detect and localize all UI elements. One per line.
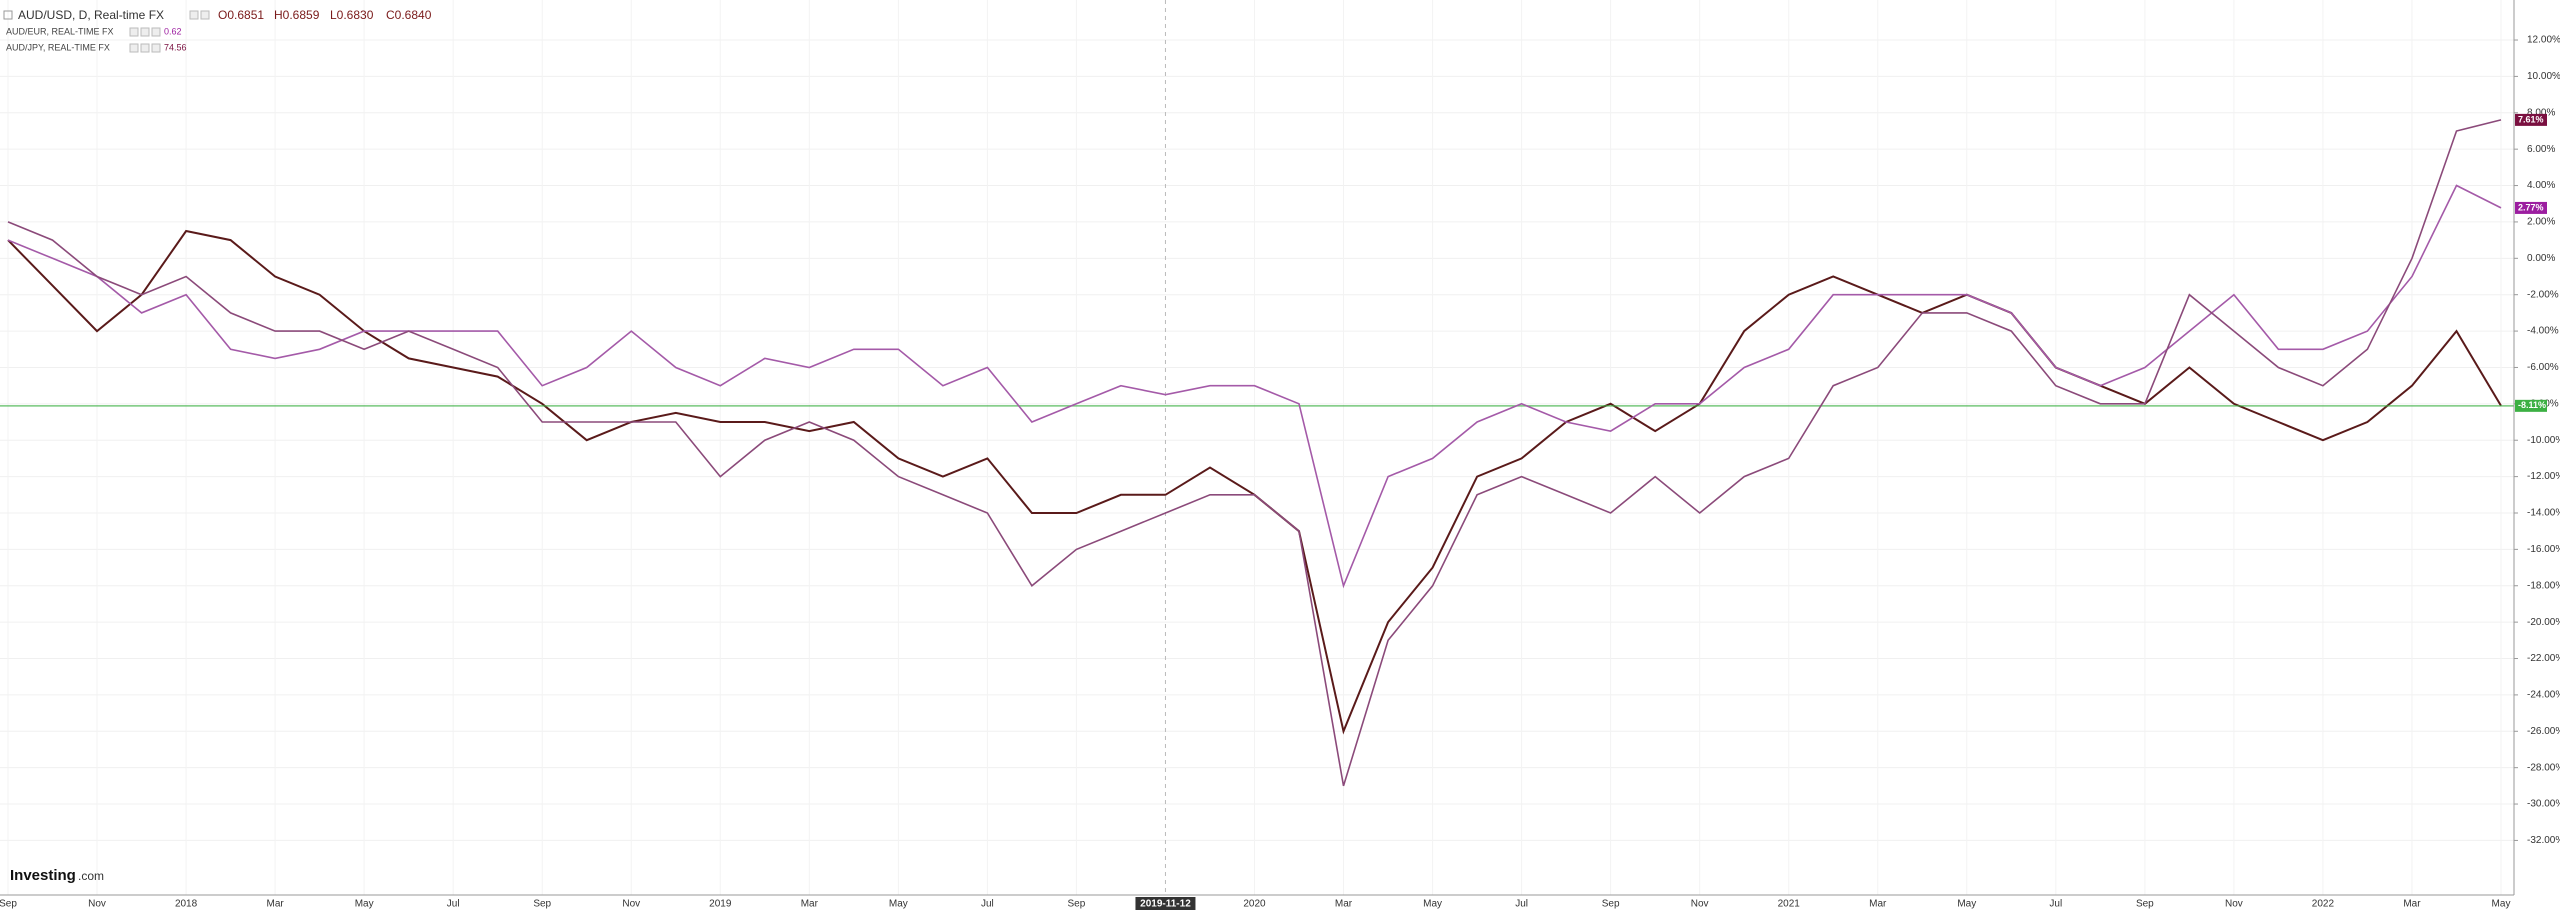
end-tag: 7.61%	[2518, 114, 2544, 124]
x-tick-label: Sep	[0, 899, 17, 910]
collapse-icon[interactable]	[3, 10, 13, 20]
crosshair-label-bg	[1135, 897, 1196, 910]
y-tick-label: 6.00%	[2527, 144, 2555, 155]
x-tick-label: Nov	[2225, 899, 2243, 910]
crosshair-label: 2019-11-12	[1140, 899, 1191, 910]
legend-icon	[151, 27, 161, 37]
y-tick-label: -6.00%	[2527, 362, 2559, 373]
y-tick-label: 8.00%	[2527, 107, 2555, 118]
ohlc-label: L0.6830	[330, 8, 374, 22]
y-tick-label: -22.00%	[2527, 653, 2560, 664]
x-tick-label: Nov	[622, 899, 640, 910]
x-tick-label: Mar	[266, 899, 284, 910]
watermark: Investing .com	[10, 867, 104, 884]
x-tick-label: Jul	[1515, 899, 1528, 910]
watermark-suffix: .com	[78, 869, 104, 883]
y-tick-label: -10.00%	[2527, 435, 2560, 446]
x-tick-label: May	[355, 899, 374, 910]
y-tick-label: 10.00%	[2527, 71, 2560, 82]
y-tick-label: -28.00%	[2527, 762, 2560, 773]
legend-icon	[151, 43, 161, 53]
y-tick-label: 2.00%	[2527, 217, 2555, 228]
end-tag: 2.77%	[2518, 202, 2544, 212]
legend-icon	[140, 27, 150, 37]
x-tick-label: 2021	[1778, 899, 1801, 910]
x-tick-label: 2019	[709, 899, 732, 910]
legend: AUD/EUR, REAL-TIME FX 0.62 AUD/JPY, REAL-T…	[6, 26, 187, 53]
end-tag-bg	[2515, 201, 2547, 214]
legend-icon	[129, 43, 139, 53]
x-tick-label: Jul	[981, 899, 994, 910]
icon[interactable]	[200, 10, 210, 20]
y-tick-label: -30.00%	[2527, 799, 2560, 810]
x-tick-label: 2020	[1243, 899, 1266, 910]
legend-name: AUD/JPY, REAL-TIME FX	[6, 42, 110, 52]
x-tick-label: May	[1423, 899, 1442, 910]
x-tick-label: May	[889, 899, 908, 910]
y-tick-label: 12.00%	[2527, 35, 2560, 46]
ohlc-label: O0.6851	[218, 8, 264, 22]
x-tick-label: Jul	[2049, 899, 2062, 910]
icon[interactable]	[189, 10, 199, 20]
axes: 12.00% 10.00% 8.00% 6.00% 4.00% 2.00% 0.00% -2.…	[0, 35, 2560, 910]
x-tick-label: 2018	[175, 899, 198, 910]
legend-value: 0.62	[164, 26, 182, 36]
legend-name: AUD/EUR, REAL-TIME FX	[6, 26, 114, 36]
ohlc-label: H0.6859	[274, 8, 320, 22]
x-tick-label: Jul	[447, 899, 460, 910]
x-tick-label: 2022	[2312, 899, 2335, 910]
y-tick-label: -18.00%	[2527, 580, 2560, 591]
y-tick-label: -24.00%	[2527, 690, 2560, 701]
watermark-brand: Investing	[10, 867, 76, 884]
y-tick-label: -20.00%	[2527, 617, 2560, 628]
x-tick-label: May	[1957, 899, 1976, 910]
y-tick-label: -16.00%	[2527, 544, 2560, 555]
y-tick-label: 0.00%	[2527, 253, 2555, 264]
plot	[0, 119, 2514, 787]
series-line	[7, 119, 2502, 787]
x-tick-label: Mar	[1869, 899, 1887, 910]
x-tick-label: Sep	[2136, 899, 2154, 910]
x-tick-label: Sep	[1068, 899, 1086, 910]
ohlc: O0.6851 H0.6859 L0.6830 C0.6840	[218, 8, 432, 22]
legend-icon	[140, 43, 150, 53]
x-tick-label: Sep	[1602, 899, 1620, 910]
x-tick-label: Nov	[1691, 899, 1709, 910]
chart-title: AUD/USD, D, Real-time FX	[18, 8, 164, 22]
ohlc-label: C0.6840	[386, 8, 432, 22]
legend-value: 74.56	[164, 42, 187, 52]
y-tick-label: -14.00%	[2527, 508, 2560, 519]
y-tick-label: -12.00%	[2527, 471, 2560, 482]
y-tick-label: -4.00%	[2527, 326, 2559, 337]
end-tag: -8.11%	[2518, 400, 2546, 410]
legend-icon	[129, 27, 139, 37]
y-tick-label: -26.00%	[2527, 726, 2560, 737]
x-tick-label: May	[2492, 899, 2511, 910]
y-tick-label: 4.00%	[2527, 180, 2555, 191]
grid	[0, 0, 2514, 895]
end-tag-bg	[2515, 113, 2547, 126]
x-tick-label: Mar	[1335, 899, 1353, 910]
series-line	[7, 184, 2502, 589]
y-tick-label: -32.00%	[2527, 835, 2560, 846]
end-tag-bg	[2515, 399, 2547, 412]
x-tick-label: Mar	[801, 899, 819, 910]
x-tick-label: Nov	[88, 899, 106, 910]
header: AUD/USD, D, Real-time FX O0.6851 H0.6859 L…	[3, 8, 432, 53]
x-tick-label: Mar	[2403, 899, 2421, 910]
y-tick-label: -2.00%	[2527, 289, 2559, 300]
x-tick-label: Sep	[533, 899, 551, 910]
